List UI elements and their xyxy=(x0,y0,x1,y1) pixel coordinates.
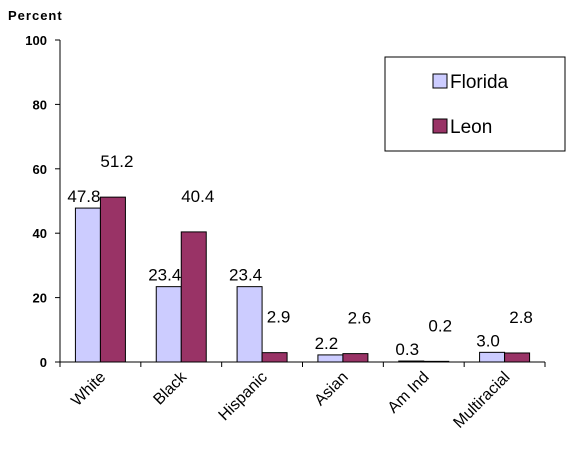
data-label-florida: 3.0 xyxy=(476,331,500,350)
data-label-florida: 23.4 xyxy=(229,266,262,285)
y-axis: 0 20 40 60 80 100 xyxy=(25,33,61,370)
x-tick-label: Asian xyxy=(311,369,351,409)
data-label-leon: 2.8 xyxy=(509,308,533,327)
data-label-leon: 51.2 xyxy=(100,152,133,171)
data-label-florida: 23.4 xyxy=(148,266,181,285)
bar-florida-hispanic xyxy=(236,286,263,363)
y-tick-label: 40 xyxy=(33,226,47,241)
data-label-leon: 0.2 xyxy=(428,316,452,335)
legend-box xyxy=(384,56,566,152)
x-tick-label: Black xyxy=(150,368,190,408)
data-labels: 47.851.2 23.4 40.4 23.4 2.9 2.2 2.6 0.3 0.2 3.0 2.… xyxy=(67,152,533,359)
data-label-florida: 0.3 xyxy=(395,340,419,359)
data-label-leon: 40.4 xyxy=(181,187,214,206)
bar-leon-asian xyxy=(342,353,369,363)
x-tick-label: Hispanic xyxy=(216,369,271,424)
legend-label-florida: Florida xyxy=(450,72,509,93)
legend-swatch-florida xyxy=(432,73,448,89)
legend: Florida Leon xyxy=(384,56,566,152)
y-tick-label: 60 xyxy=(33,162,47,177)
bar-florida-black xyxy=(155,286,182,363)
x-tick-label: Am Ind xyxy=(385,369,433,417)
bar-leon-multiracial xyxy=(504,352,531,363)
y-tick-label: 80 xyxy=(33,97,47,112)
bar-leon-black xyxy=(180,231,207,363)
bar-florida-asian xyxy=(317,354,344,363)
y-tick-label: 100 xyxy=(25,33,47,48)
x-axis: White Black Hispanic Asian Am Ind Multiracial xyxy=(59,361,546,432)
data-label-leon: 2.6 xyxy=(348,309,372,328)
legend-swatch-leon xyxy=(432,118,448,134)
y-tick-label: 20 xyxy=(33,291,47,306)
bars xyxy=(74,196,531,363)
bar-leon-hispanic xyxy=(261,352,288,363)
x-tick-label: White xyxy=(68,369,109,410)
data-label-florida: 2.2 xyxy=(315,334,339,353)
x-tick-label: Multiracial xyxy=(450,369,513,432)
bar-florida-multiracial xyxy=(479,351,506,363)
y-tick-label: 0 xyxy=(40,355,47,370)
data-label-leon: 2.9 xyxy=(267,308,291,327)
bar-leon-white xyxy=(99,196,126,363)
y-axis-label: Percent xyxy=(8,8,63,23)
bar-florida-white xyxy=(74,207,101,363)
data-label-florida: 47.8 xyxy=(67,187,100,206)
legend-label-leon: Leon xyxy=(450,117,492,138)
